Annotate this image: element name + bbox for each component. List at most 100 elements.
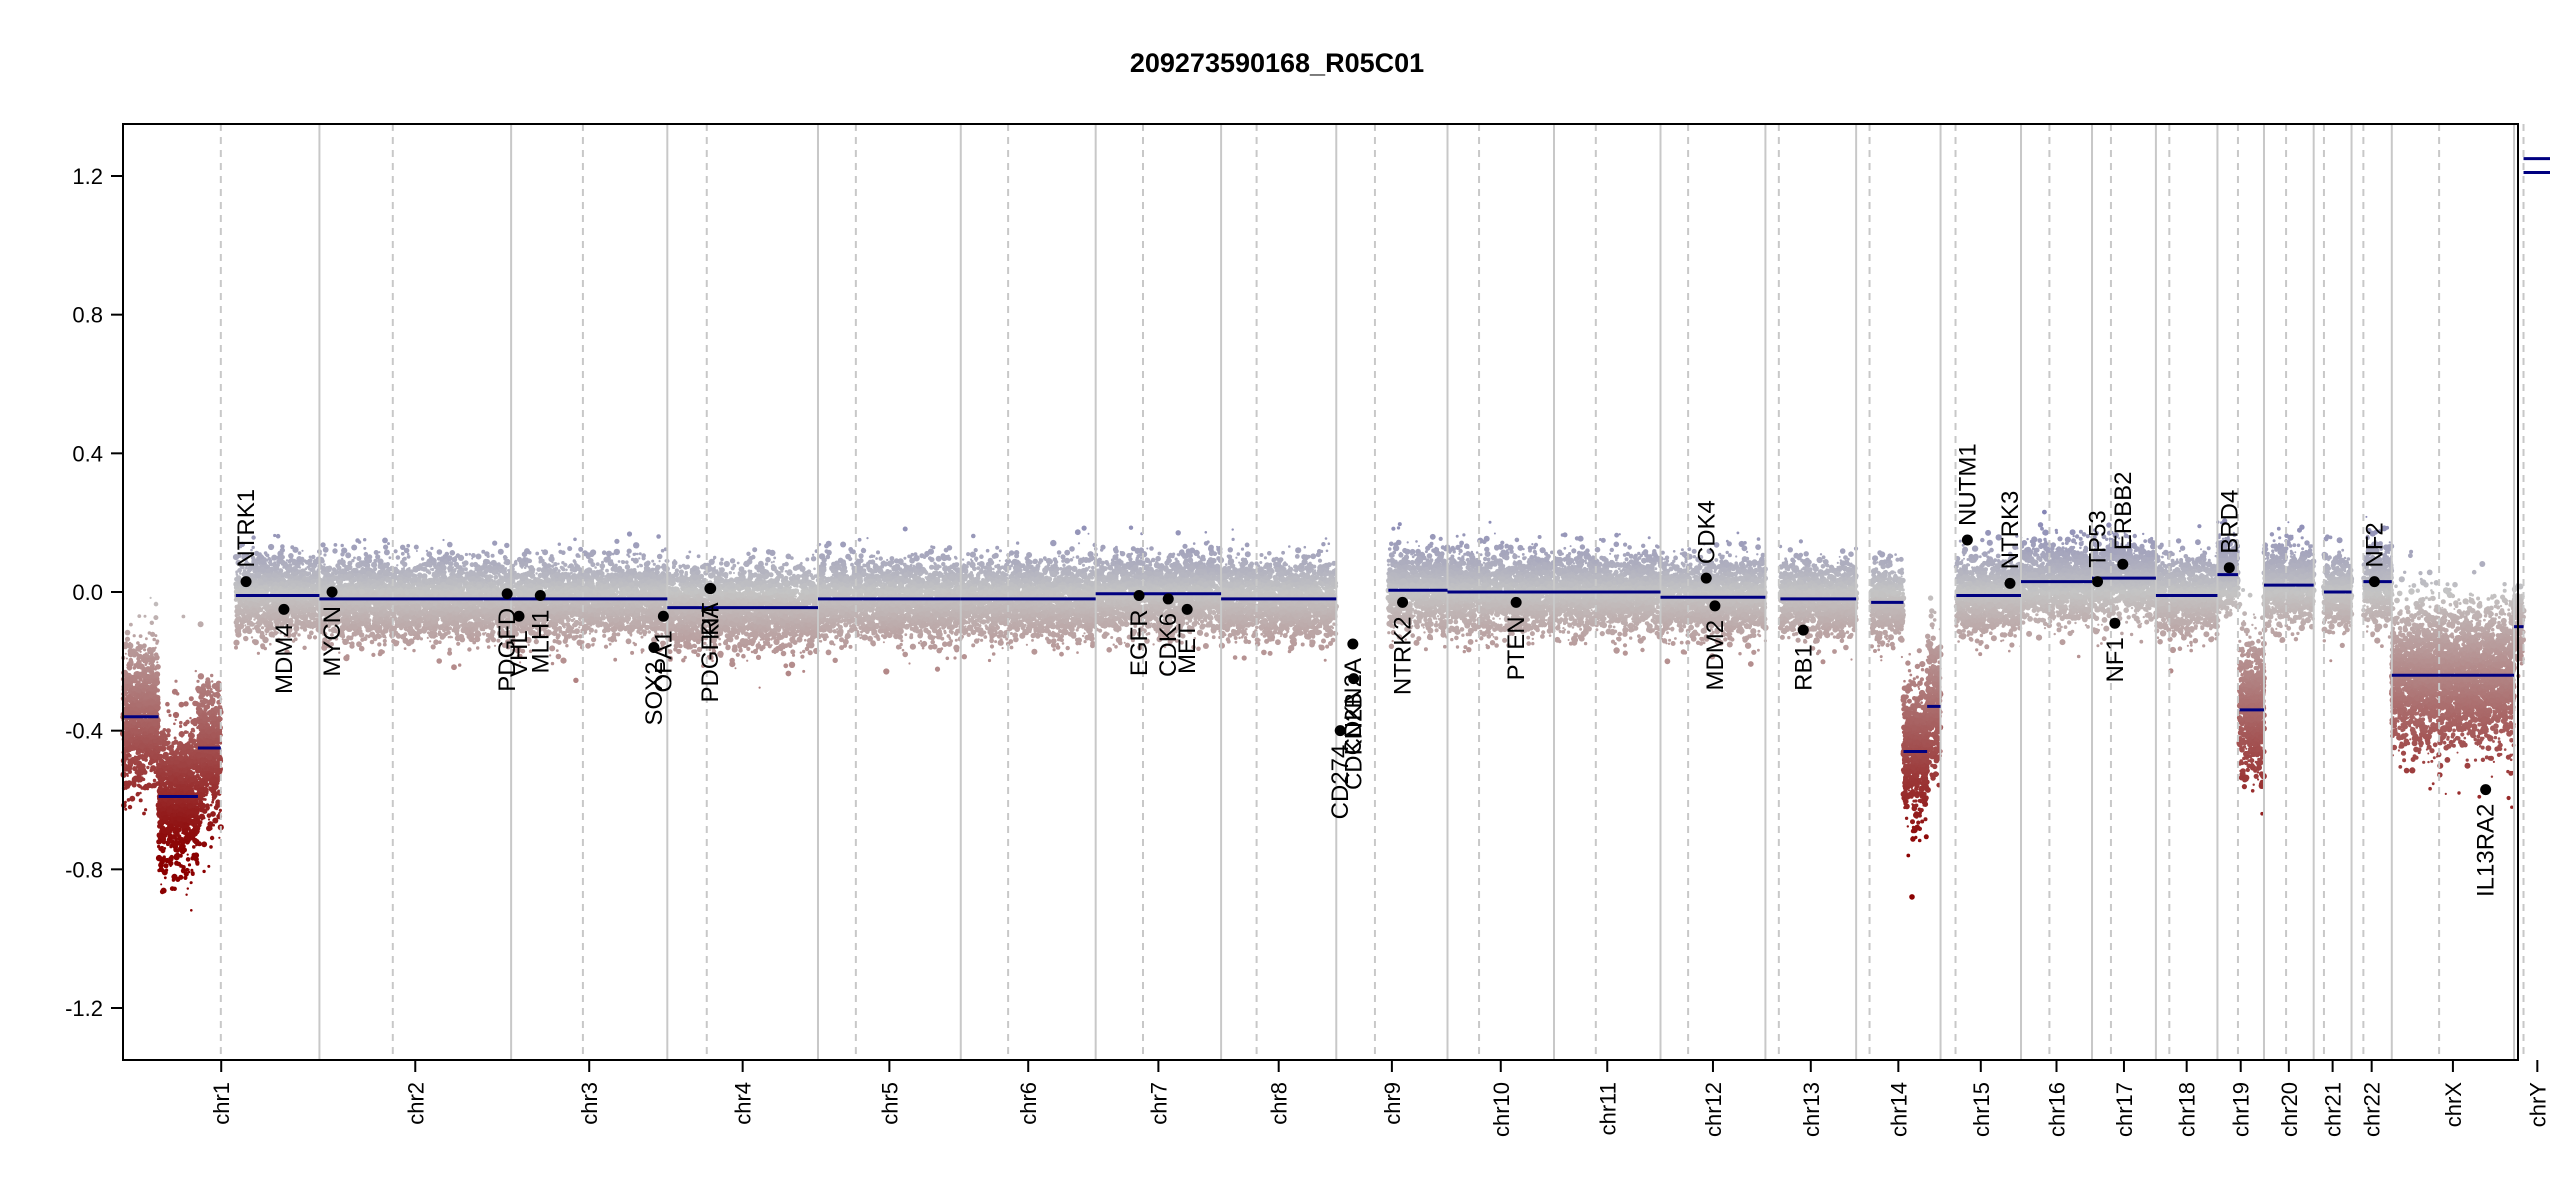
probe-point [132,782,137,787]
probe-point [155,664,161,670]
probe-point [127,775,129,777]
probe-point [142,680,145,683]
probe-point [141,674,144,677]
probe-point [149,706,154,711]
probe-point [142,758,145,761]
probe-point [128,745,133,750]
probe-point [135,683,139,687]
probe-point [128,689,132,693]
probe-point [146,748,149,751]
probe-point [127,685,131,689]
probe-point [150,621,154,625]
probe-point [143,755,146,758]
probe-point [146,706,148,708]
probe-point [144,718,148,722]
probe-point [151,720,157,726]
probe-point [150,597,152,599]
probe-point [129,700,132,703]
probe-point [154,634,157,637]
probe-point [135,650,137,652]
probe-point [153,687,157,691]
probe-point [139,734,141,736]
probe-point [125,689,127,691]
probe-point [129,642,131,644]
probe-point [125,704,128,707]
probe-point [150,665,153,668]
probe-point [129,623,133,627]
probe-point [139,719,142,722]
probe-point [144,708,147,711]
probe-point [152,638,156,642]
probe-point [146,666,151,671]
probe-point [125,630,131,636]
probe-point [149,699,155,705]
probe-point [124,808,127,811]
probe-point [145,683,147,685]
probe-point [154,647,156,649]
probe-point [144,713,146,715]
probe-point [148,631,152,635]
probe-point [143,648,146,651]
probe-point [153,615,158,620]
probe-point [143,735,146,738]
probe-point [144,667,146,669]
probe-point [136,641,140,645]
probe-point [147,647,153,653]
probe-point [153,658,156,661]
probe-point [154,602,159,607]
probe-point [148,762,152,766]
probe-point [148,663,150,665]
probe-point [153,779,156,782]
probe-point [125,722,130,727]
probe-point [143,701,146,704]
probe-point [139,798,143,802]
probe-point [125,637,130,642]
probe-point [141,723,144,726]
probe-point [144,732,147,735]
probe-point [137,777,143,783]
probe-point [128,805,132,809]
probe-point [133,634,136,637]
probe-point [142,688,147,693]
probe-point [141,670,143,672]
probe-point [124,727,128,731]
probe-points [120,510,2527,912]
chart-title: 209273590168_R05C01 [1130,48,1424,78]
probe-point [156,661,158,663]
probe-point [136,676,139,679]
probe-point [139,772,141,774]
probe-point [140,786,143,789]
probe-point [147,752,149,754]
probe-point [139,634,143,638]
probe-point [146,766,149,769]
probe-point [130,698,132,700]
probe-point [141,709,145,713]
probe-point [137,614,141,618]
probe-point [144,615,147,618]
probe-point [136,748,142,754]
probe-point [125,765,128,768]
probe-point [142,643,147,648]
probe-point [154,679,160,685]
probe-point [150,784,155,789]
probe-point [145,637,148,640]
probe-point [142,812,146,816]
probe-point [146,679,149,682]
probe-point [156,639,160,643]
probe-point [137,674,139,676]
probe-point [129,737,134,742]
probe-point [127,680,130,683]
probe-point [149,726,155,732]
probe-point [135,711,137,713]
probe-point [125,681,127,683]
probe-point [150,765,156,771]
probe-point [154,652,159,657]
probe-point [126,658,128,660]
probe-point [137,784,141,788]
probe-point [129,796,135,802]
probe-point [155,750,158,753]
probe-point [135,663,139,667]
probe-point [137,763,143,769]
probe-point [126,667,128,669]
probe-point [153,760,156,763]
